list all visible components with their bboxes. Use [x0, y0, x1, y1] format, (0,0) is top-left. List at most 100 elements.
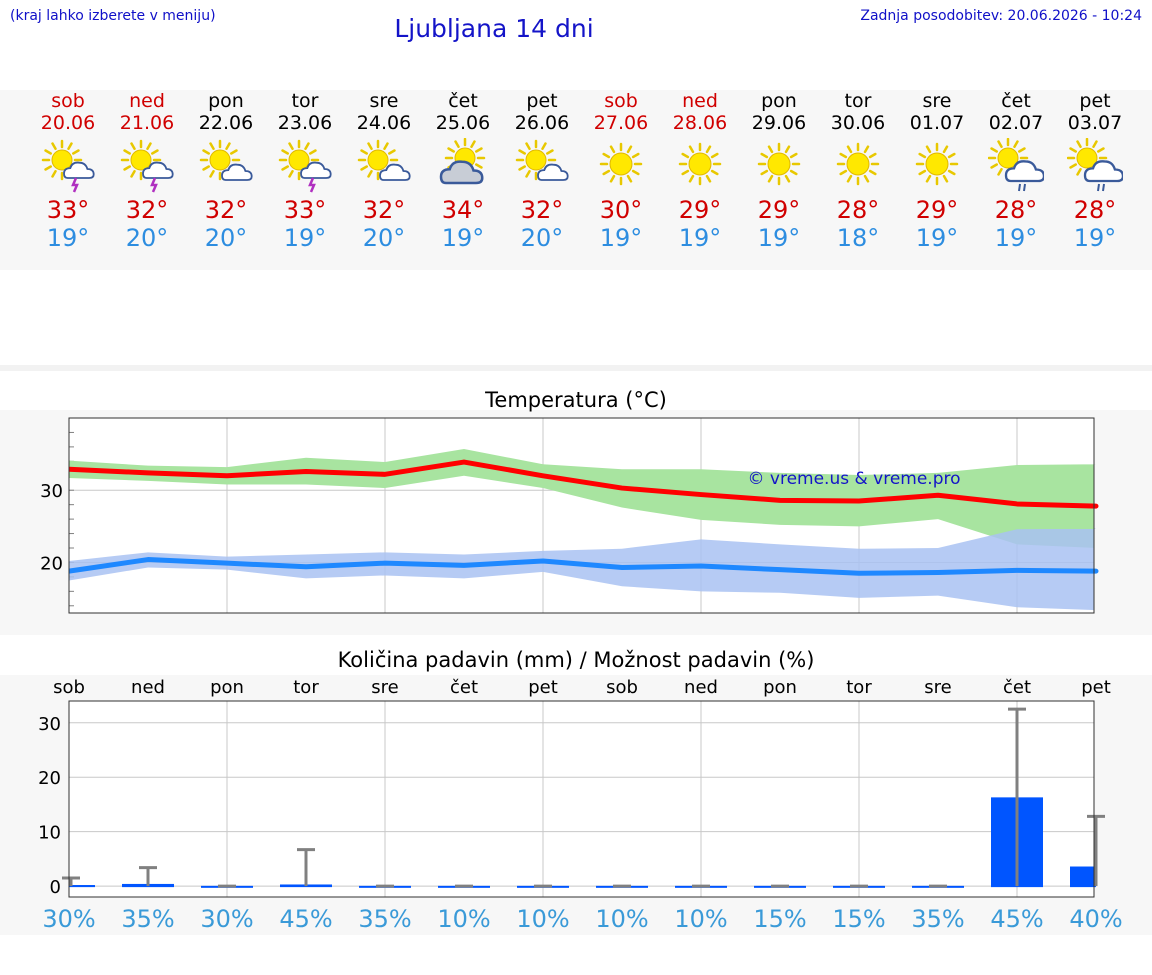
min-temperature-band — [69, 528, 1096, 611]
precipitation-x-tick-label: čet — [1003, 677, 1031, 698]
sun-icon — [678, 142, 722, 186]
precipitation-x-tick-label: sre — [924, 677, 951, 698]
precipitation-chart-title: Količina padavin (mm) / Možnost padavin … — [337, 648, 815, 672]
temperature-y-tick-label: 30 — [40, 481, 63, 502]
day-date: 25.06 — [435, 112, 491, 134]
max-temperature: 28° — [1073, 196, 1117, 224]
forecast-day: sob 27.06 30° 19° — [581, 90, 661, 252]
day-date: 29.06 — [751, 112, 807, 134]
forecast-day: sob 20.06 33° 19° — [28, 90, 108, 252]
max-temperature: 34° — [441, 196, 485, 224]
precipitation-x-tick-label: tor — [846, 677, 872, 698]
temperature-chart-title: Temperatura (°C) — [485, 388, 667, 412]
forecast-day: pet 26.06 32° 20° — [502, 90, 582, 252]
day-date: 22.06 — [198, 112, 254, 134]
precipitation-probability: 40% — [1069, 905, 1122, 933]
precipitation-y-tick-label: 30 — [38, 714, 61, 735]
min-temperature: 20° — [125, 224, 169, 252]
max-temperature: 33° — [283, 196, 327, 224]
precipitation-probability: 35% — [121, 905, 174, 933]
precipitation-x-tick-label: ned — [131, 677, 165, 698]
day-name: čet — [448, 90, 478, 112]
min-temperature: 18° — [836, 224, 880, 252]
precipitation-probability: 35% — [358, 905, 411, 933]
min-temperature: 19° — [599, 224, 643, 252]
sun-cloud-thunder-icon — [120, 139, 174, 193]
day-date: 03.07 — [1067, 112, 1123, 134]
forecast-day: ned 28.06 29° 19° — [660, 90, 740, 252]
temperature-y-tick-label: 20 — [40, 553, 63, 574]
precipitation-probability: 15% — [753, 905, 806, 933]
precipitation-x-tick-label: sre — [371, 677, 398, 698]
precipitation-y-tick-label: 10 — [38, 823, 61, 844]
precipitation-x-tick-label: pon — [210, 677, 244, 698]
precipitation-probability: 35% — [911, 905, 964, 933]
precipitation-probability: 45% — [990, 905, 1043, 933]
forecast-day: pon 29.06 29° 19° — [739, 90, 819, 252]
location-hint: (kraj lahko izberete v meniju) — [10, 8, 216, 24]
max-temperature: 29° — [678, 196, 722, 224]
sun-icon — [836, 142, 880, 186]
day-name: pet — [526, 90, 558, 112]
sun-icon — [915, 142, 959, 186]
day-name: čet — [1001, 90, 1031, 112]
min-temperature: 20° — [204, 224, 248, 252]
temperature-plot-frame — [68, 417, 1095, 614]
forecast-days-band — [0, 90, 1152, 270]
precipitation-x-tick-label: sob — [606, 677, 638, 698]
day-name: sre — [369, 90, 399, 112]
precipitation-probability: 15% — [832, 905, 885, 933]
max-temperature: 30° — [599, 196, 643, 224]
precipitation-bar — [69, 885, 95, 888]
day-date: 27.06 — [593, 112, 649, 134]
forecast-day: čet 25.06 34° 19° — [423, 90, 503, 252]
sun-small-cloud-icon — [199, 139, 253, 181]
precipitation-probability: 30% — [42, 905, 95, 933]
day-date: 24.06 — [356, 112, 412, 134]
day-date: 20.06 — [40, 112, 96, 134]
day-name: sre — [922, 90, 952, 112]
day-name: ned — [682, 90, 718, 112]
day-date: 26.06 — [514, 112, 570, 134]
precipitation-probability: 10% — [595, 905, 648, 933]
day-date: 28.06 — [672, 112, 728, 134]
sun-small-cloud-icon — [357, 139, 411, 181]
min-temperature: 19° — [441, 224, 485, 252]
min-temperature: 20° — [520, 224, 564, 252]
min-temperature: 19° — [46, 224, 90, 252]
max-temperature: 33° — [46, 196, 90, 224]
day-name: ned — [129, 90, 165, 112]
max-temperature: 28° — [994, 196, 1038, 224]
forecast-day: čet 02.07 28° 19° — [976, 90, 1056, 252]
precipitation-x-tick-label: tor — [293, 677, 319, 698]
day-date: 30.06 — [830, 112, 886, 134]
precipitation-y-tick-label: 20 — [38, 768, 61, 789]
day-date: 23.06 — [277, 112, 333, 134]
page-title: Ljubljana 14 dni — [394, 14, 594, 43]
day-name: tor — [291, 90, 319, 112]
sun-cloud-rain-icon — [1067, 138, 1123, 192]
forecast-day: pet 03.07 28° 19° — [1055, 90, 1135, 252]
precipitation-probability: 10% — [674, 905, 727, 933]
forecast-day: sre 01.07 29° 19° — [897, 90, 977, 252]
min-temperature: 19° — [1073, 224, 1117, 252]
day-name: pon — [208, 90, 244, 112]
day-date: 21.06 — [119, 112, 175, 134]
max-temperature: 32° — [520, 196, 564, 224]
chart-watermark: © vreme.us & vreme.pro — [747, 469, 960, 489]
max-temperature: 32° — [125, 196, 169, 224]
sun-icon — [599, 142, 643, 186]
min-temperature: 20° — [362, 224, 406, 252]
day-name: sob — [51, 90, 85, 112]
precipitation-x-tick-label: pet — [1081, 677, 1111, 698]
precipitation-bar — [1070, 866, 1096, 888]
precipitation-y-tick-label: 0 — [50, 877, 61, 898]
day-name: sob — [604, 90, 638, 112]
sun-cloud-thunder-icon — [41, 139, 95, 193]
max-temperature: 29° — [757, 196, 801, 224]
sun-big-cloud-icon — [439, 138, 486, 185]
max-temperature: 32° — [362, 196, 406, 224]
precipitation-probability: 30% — [200, 905, 253, 933]
precipitation-probability: 10% — [437, 905, 490, 933]
